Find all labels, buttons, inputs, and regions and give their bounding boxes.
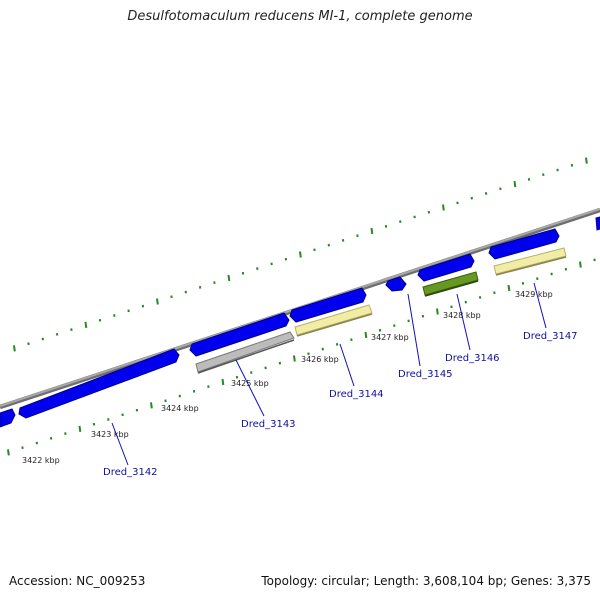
- gene-label-dred-3143[interactable]: Dred_3143: [241, 419, 296, 430]
- tick-dot: [513, 180, 517, 188]
- tick-dot: [293, 355, 296, 362]
- gene-feature-pseudogene: [195, 331, 295, 373]
- tick-label: 3429 kbp: [515, 290, 553, 299]
- gene-label-dred-3147[interactable]: Dred_3147: [523, 331, 578, 342]
- tick-dot: [507, 284, 511, 292]
- gene-feature-left-edge: [0, 408, 16, 428]
- tick-dot-tracks: [7, 157, 596, 456]
- tick-dot: [7, 449, 10, 456]
- tick-label: 3427 kbp: [371, 333, 409, 342]
- tick-label: 3428 kbp: [443, 311, 481, 320]
- tick-dot: [150, 402, 153, 409]
- gene-label-dred-3144[interactable]: Dred_3144: [329, 389, 384, 400]
- map-title: Desulfotomaculum reducens MI-1, complete…: [127, 9, 473, 24]
- tick-dot: [364, 331, 368, 339]
- gene-feature-yellow-2: [493, 247, 567, 275]
- tick-dot: [221, 378, 225, 386]
- tick-label: 3423 kbp: [91, 430, 129, 439]
- gene-feature-dred-3142: [18, 348, 180, 419]
- feature-shadow: [197, 339, 295, 374]
- gene-feature-right-edge: [595, 216, 600, 231]
- tick-label: 3424 kbp: [161, 404, 199, 413]
- tick-dot: [13, 345, 16, 352]
- tick-dot: [585, 157, 588, 164]
- tick-dot: [78, 425, 82, 433]
- gene-label-dred-3142[interactable]: Dred_3142: [103, 467, 158, 478]
- tick-label: 3426 kbp: [301, 355, 339, 364]
- tick-dot: [156, 298, 159, 305]
- gene-feature-dred-3143: [189, 312, 290, 357]
- gene-label-dred-3146[interactable]: Dred_3146: [445, 353, 500, 364]
- gene-feature-dred-3147: [488, 228, 560, 260]
- feature-shadow: [296, 313, 373, 337]
- gene-features: [0, 216, 600, 428]
- tick-dot: [370, 227, 374, 235]
- gene-feature-dred-3146: [417, 253, 475, 282]
- feature-shadow: [495, 256, 567, 276]
- tick-label: 3425 kbp: [231, 379, 269, 388]
- accession-text: Accession: NC_009253: [9, 574, 146, 588]
- gene-feature-yellow-1: [294, 304, 373, 336]
- gene-feature-dred-3145: [385, 276, 407, 292]
- gene-feature-green: [422, 271, 479, 296]
- tick-label: 3422 kbp: [22, 456, 60, 465]
- tick-dot: [299, 251, 302, 258]
- tick-dot: [442, 204, 445, 211]
- gene-feature-dred-3144: [289, 287, 367, 323]
- gene-label-dred-3145[interactable]: Dred_3145: [398, 369, 453, 380]
- label-connectors: [111, 282, 547, 466]
- tick-dot: [84, 321, 88, 329]
- gene-labels: Dred_3142 Dred_3143 Dred_3144 Dred_3145 …: [103, 331, 578, 478]
- tick-labels: 3422 kbp 3423 kbp 3424 kbp 3425 kbp 3426…: [22, 290, 553, 465]
- feature-shadow: [424, 280, 479, 297]
- topology-text: Topology: circular; Length: 3,608,104 bp…: [261, 574, 591, 588]
- tick-dot: [227, 274, 231, 282]
- tick-dot: [579, 261, 582, 268]
- tick-dot: [436, 308, 439, 315]
